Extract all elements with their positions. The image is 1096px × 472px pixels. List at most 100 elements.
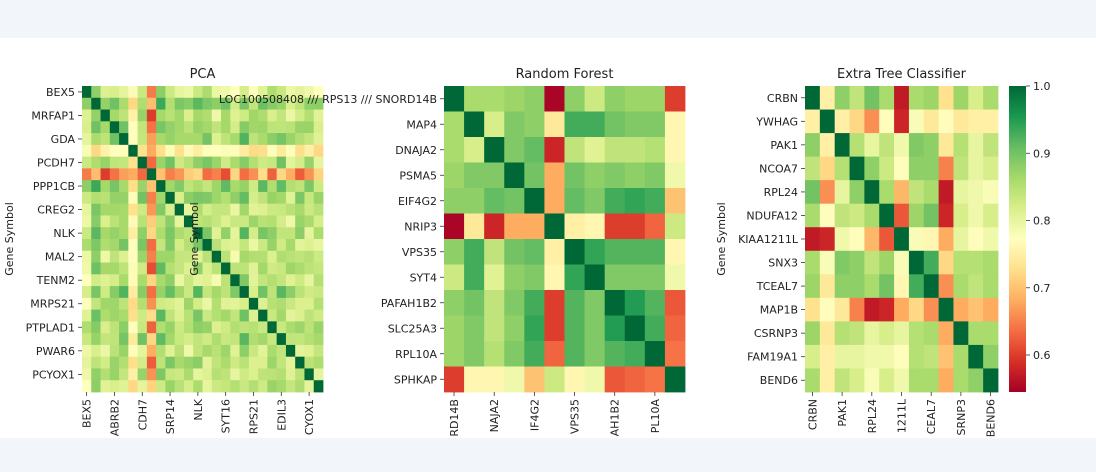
heatmap-cell [174, 250, 185, 263]
y-tick-label: SYT4 [410, 271, 437, 284]
heatmap-cell [248, 262, 259, 275]
heatmap-cell [258, 286, 268, 299]
heatmap-cell [879, 321, 895, 346]
heatmap-cell [267, 203, 278, 216]
heatmap-cell [137, 121, 148, 134]
heatmap-cell [156, 368, 166, 381]
heatmap-cell [156, 262, 166, 275]
y-tick-label: MRPS21 [30, 298, 75, 311]
heatmap-cell [504, 341, 525, 367]
heatmap-cell [202, 156, 213, 169]
heatmap-cell [230, 227, 240, 240]
heatmap-cell [285, 356, 296, 369]
x-tick-label: SRNP3 [955, 399, 968, 436]
heatmap-cell [202, 333, 213, 346]
heatmap-cell [276, 156, 287, 169]
heatmap-cell [156, 203, 166, 216]
heatmap-cell [137, 239, 148, 252]
x-tick-label: RD14B [448, 399, 461, 437]
heatmap-cell [304, 344, 315, 358]
heatmap-figure: PCA Gene Symbol BEX5 MRFAP1 GDA PCDH7 PPP1CB CR… [3, 67, 1051, 437]
heatmap-cell [239, 227, 250, 240]
heatmap-cell [100, 239, 111, 252]
heatmap-cell [285, 321, 296, 334]
heatmap-cell [165, 215, 176, 228]
heatmap-cell [908, 133, 925, 158]
heatmap-cell [276, 215, 287, 228]
heatmap-cell [267, 286, 278, 299]
heatmap-cell [248, 274, 259, 287]
heatmap-cell [146, 333, 157, 346]
heatmap-cell [128, 250, 139, 263]
heatmap-cell [276, 297, 287, 311]
heatmap-cell [82, 168, 92, 181]
heatmap-cell [202, 97, 213, 110]
heatmap-cell [267, 250, 278, 263]
heatmap-cell [211, 356, 222, 369]
heatmap-cell [239, 356, 250, 369]
heatmap-cell [983, 321, 999, 346]
heatmap-cell [109, 297, 120, 311]
heatmap-cell [100, 380, 111, 393]
heatmap-cell [664, 290, 686, 316]
heatmap-cell [864, 133, 880, 158]
heatmap-cell [644, 162, 666, 189]
heatmap-cell [544, 137, 565, 163]
heatmap-cell [276, 250, 287, 263]
heatmap-cell [248, 309, 259, 322]
heatmap-cell [295, 109, 305, 122]
y-tick-label: PSMA5 [399, 169, 437, 182]
heatmap-cell [313, 297, 324, 311]
y-tick-label: SPHKAP [394, 373, 437, 386]
y-tick-label: YWHAG [755, 115, 798, 128]
heatmap-cell [313, 227, 324, 240]
heatmap-cell [211, 97, 222, 110]
heatmap-cell [295, 250, 305, 263]
heatmap-cell [183, 344, 194, 358]
heatmap-cell [183, 109, 194, 122]
heatmap-cell [174, 215, 185, 228]
heatmap-cell [258, 321, 268, 334]
heatmap-cell [295, 191, 305, 205]
heatmap-cell [923, 344, 940, 369]
heatmap-cell [202, 180, 213, 193]
heatmap-cell [304, 144, 315, 158]
heatmap-cell [564, 341, 585, 367]
heatmap-cell [524, 137, 545, 163]
heatmap-cell [82, 333, 92, 346]
heatmap-cell [128, 191, 139, 205]
heatmap-cell [82, 86, 92, 99]
heatmap-cell [146, 133, 157, 146]
heatmap-cell [183, 274, 194, 287]
heatmap-cell [230, 203, 240, 216]
heatmap-cell [211, 144, 222, 158]
heatmap-cell [938, 274, 954, 299]
heatmap-cell [624, 188, 646, 214]
heatmap-cell [156, 121, 166, 134]
heatmap-cell [109, 380, 120, 393]
heatmap-cell [119, 191, 129, 205]
heatmap-cell [834, 297, 850, 322]
heatmap-cell [239, 97, 250, 110]
heatmap-cell [230, 86, 240, 99]
heatmap-cell [248, 203, 259, 216]
heatmap-cell [193, 356, 203, 369]
heatmap-cell [109, 239, 120, 252]
x-tick-label: IF4G2 [528, 399, 541, 431]
heatmap-cell [938, 180, 954, 205]
heatmap-cell [258, 215, 268, 228]
heatmap-cell [119, 121, 129, 134]
heatmap-cell [82, 227, 92, 240]
heatmap-cell [100, 86, 111, 99]
heatmap-cell [239, 86, 250, 99]
heatmap-cell [444, 366, 465, 393]
heatmap-cell [894, 368, 910, 393]
heatmap-cell [805, 227, 821, 252]
heatmap-cell [82, 356, 92, 369]
heatmap-cell [82, 97, 92, 110]
heatmap-cell [100, 168, 111, 181]
heatmap-cell [295, 274, 305, 287]
heatmap-cell [267, 321, 278, 334]
y-tick-label: RPL24 [764, 186, 798, 199]
heatmap-cell [285, 121, 296, 134]
